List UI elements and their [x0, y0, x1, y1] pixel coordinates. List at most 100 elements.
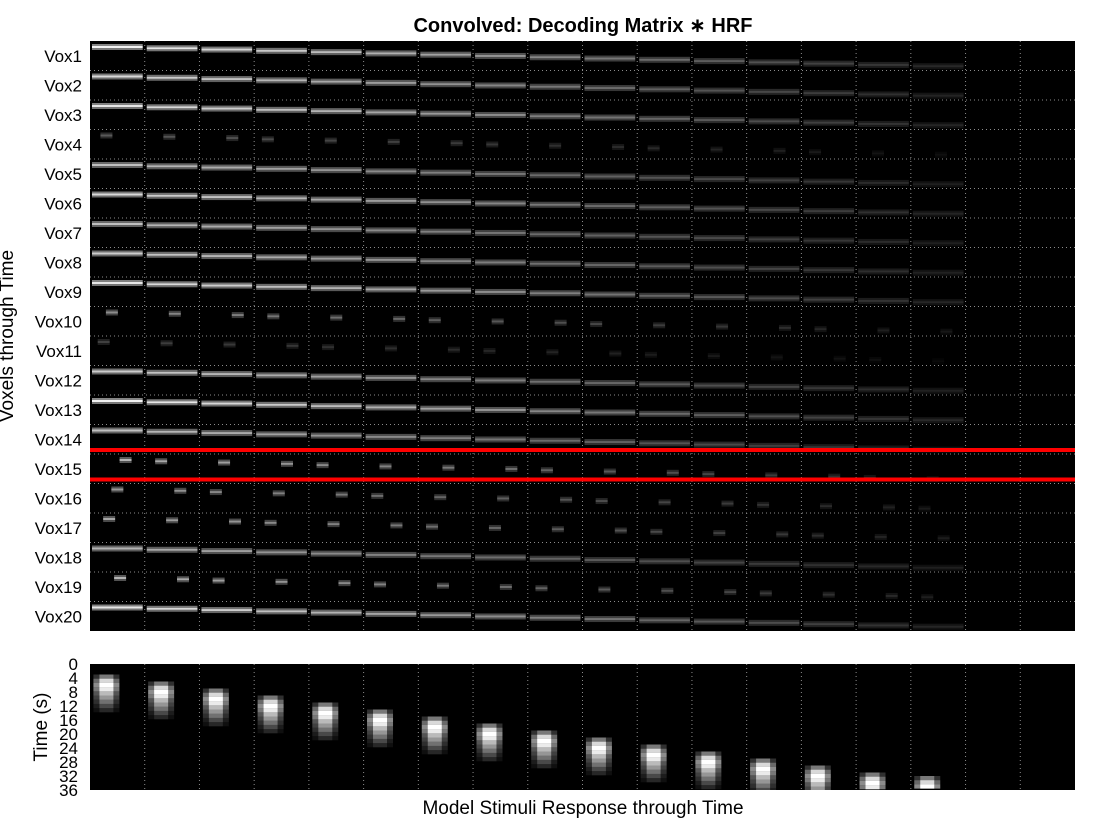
y-tick-label: Vox14: [35, 430, 82, 449]
heatmap-cell: [365, 50, 417, 57]
hrf-cell: [312, 702, 339, 741]
top-y-tick-labels: Vox1 Vox2 Vox3 Vox4 Vox5 Vox6 Vox7 Vox8 Vox9 Vox1…: [35, 47, 82, 627]
heatmap-cell: [310, 285, 362, 292]
heatmap-cell: [160, 340, 173, 347]
heatmap-cell: [858, 179, 909, 186]
y-tick-label: 28: [59, 753, 78, 772]
heatmap-cell: [710, 146, 723, 153]
heatmap-cell: [420, 287, 472, 294]
heatmap-cell: [475, 613, 526, 620]
heatmap-cell: [529, 378, 581, 385]
heatmap-cell: [529, 408, 581, 415]
heatmap-cell: [748, 88, 800, 95]
heatmap-cell: [693, 235, 745, 242]
heatmap-cell: [765, 472, 778, 479]
heatmap-cell: [475, 436, 526, 443]
heatmap-cell: [97, 339, 110, 345]
heatmap-cell: [932, 360, 945, 363]
heatmap-cell: [912, 63, 964, 70]
heatmap-cell: [858, 209, 909, 216]
heatmap-cell: [693, 294, 745, 301]
hrf-cell: [148, 681, 175, 720]
heatmap-cell: [450, 140, 463, 147]
heatmap-cell: [365, 256, 417, 263]
hrf-cell: [421, 716, 448, 755]
bottom-heatmap-cells: [93, 674, 941, 793]
heatmap-cell: [475, 52, 526, 59]
heatmap-cell: [338, 580, 351, 587]
heatmap-cell: [551, 526, 564, 533]
y-tick-label: Vox5: [44, 165, 82, 184]
heatmap-cell: [872, 150, 884, 155]
heatmap-cell: [595, 498, 608, 505]
highlight-lines: [90, 448, 1075, 482]
heatmap-cell: [529, 260, 581, 267]
heatmap-cell: [201, 223, 253, 230]
heatmap-cell: [218, 459, 231, 466]
heatmap-cell: [324, 137, 337, 144]
heatmap-cell: [379, 463, 392, 470]
heatmap-cell: [168, 310, 181, 317]
heatmap-cell: [310, 49, 362, 56]
heatmap-cell: [554, 319, 567, 326]
heatmap-cell: [231, 312, 244, 319]
heatmap-cell: [940, 328, 953, 335]
hrf-cell: [914, 776, 941, 789]
heatmap-cell: [146, 605, 198, 612]
heatmap-cell: [475, 554, 526, 561]
heatmap-cell: [390, 522, 403, 529]
heatmap-cell: [858, 61, 909, 68]
heatmap-cell: [310, 226, 362, 233]
heatmap-cell: [803, 267, 855, 274]
heatmap-cell: [612, 144, 625, 151]
y-tick-label: Vox8: [44, 253, 82, 272]
heatmap-cell: [748, 206, 800, 213]
heatmap-cell: [693, 205, 745, 212]
heatmap-cell: [584, 232, 636, 239]
heatmap-cell: [92, 427, 143, 434]
y-tick-label: 12: [59, 697, 78, 716]
heatmap-cell: [614, 527, 627, 534]
heatmap-cell: [639, 174, 690, 181]
heatmap-cell: [420, 169, 472, 176]
heatmap-cell: [488, 524, 501, 531]
heatmap-cell: [92, 250, 143, 257]
heatmap-cell: [639, 410, 690, 417]
heatmap-cell: [146, 546, 198, 553]
y-tick-label: Vox20: [35, 607, 82, 626]
heatmap-cell: [387, 138, 400, 145]
heatmap-cell: [529, 437, 581, 444]
heatmap-cell: [748, 265, 800, 272]
heatmap-cell: [335, 491, 348, 498]
heatmap-cell: [420, 199, 472, 206]
heatmap-cell: [365, 433, 417, 440]
heatmap-cell: [92, 162, 143, 168]
heatmap-cell: [420, 51, 472, 58]
heatmap-cell: [111, 486, 124, 493]
y-tick-label: Vox12: [35, 371, 82, 390]
heatmap-cell: [146, 45, 198, 52]
heatmap-cell: [748, 383, 800, 390]
heatmap-cell: [858, 91, 909, 98]
heatmap-cell: [256, 195, 307, 202]
heatmap-cell: [310, 167, 362, 174]
heatmap-cell: [748, 177, 800, 184]
heatmap-cell: [92, 368, 143, 375]
heatmap-cell: [365, 79, 417, 86]
heatmap-cell: [584, 557, 636, 564]
heatmap-cell: [365, 197, 417, 204]
heatmap-cell: [885, 592, 898, 599]
heatmap-cell: [874, 533, 887, 540]
heatmap-cell: [869, 358, 882, 361]
heatmap-cell: [529, 83, 581, 90]
heatmap-cell: [330, 314, 343, 321]
heatmap-cell: [858, 238, 909, 245]
heatmap-cell: [365, 227, 417, 234]
heatmap-cell: [639, 617, 690, 624]
heatmap-cell: [724, 589, 737, 596]
heatmap-cell: [393, 315, 406, 322]
heatmap-cell: [256, 224, 307, 231]
y-tick-label: Vox18: [35, 548, 82, 567]
